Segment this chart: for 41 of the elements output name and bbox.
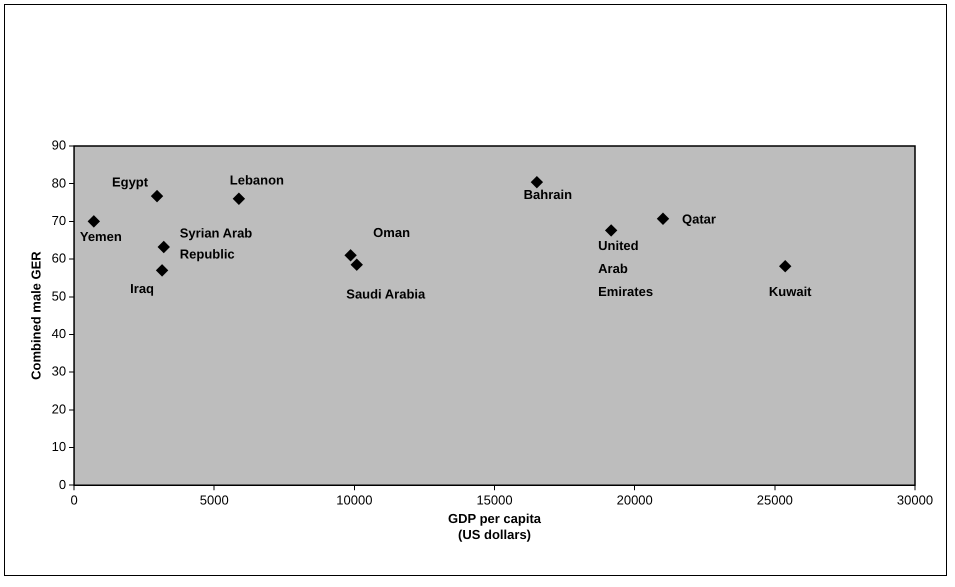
annotation: Syrian Arab Republic xyxy=(180,226,252,262)
y-axis-title: Combined male GER xyxy=(28,250,44,380)
point xyxy=(88,215,100,228)
y-tick-label: 60 xyxy=(52,250,66,266)
y-tick-label: 80 xyxy=(52,175,66,190)
point xyxy=(530,176,543,188)
point xyxy=(350,258,363,271)
annotation: Yemen xyxy=(80,228,122,244)
point xyxy=(156,264,168,276)
y-tick-label: 90 xyxy=(52,138,66,153)
y-tick-label: 50 xyxy=(52,288,66,304)
point xyxy=(151,190,164,202)
point xyxy=(232,192,245,205)
annotation: Oman xyxy=(373,224,410,240)
x-tick-label: 0 xyxy=(70,492,78,508)
y-tick-label: 0 xyxy=(58,476,66,492)
annotation: Lebanon xyxy=(230,172,284,188)
point xyxy=(657,212,669,225)
annotation: United Arab Emirates xyxy=(598,238,654,299)
point xyxy=(344,249,357,262)
x-tick-label: 10000 xyxy=(336,492,372,508)
annotation: Bahrain xyxy=(524,186,572,202)
x-tick-label: 20000 xyxy=(616,492,653,508)
annotation: Saudi Arabia xyxy=(346,286,426,302)
annotation: Egypt xyxy=(112,174,149,190)
annotation: Kuwait xyxy=(768,284,812,299)
y-tick-label: 70 xyxy=(52,212,66,228)
point xyxy=(158,241,170,254)
x-tick-label: 5000 xyxy=(200,492,229,508)
y-tick-label: 10 xyxy=(52,439,66,454)
annotation: Iraq xyxy=(130,280,154,296)
x-axis-title: GDP per capita (US dollars) xyxy=(448,511,542,542)
point xyxy=(779,260,792,272)
y-tick-label: 30 xyxy=(52,364,66,379)
x-tick-label: 30000 xyxy=(896,492,934,508)
x-tick-label: 25000 xyxy=(756,492,793,508)
point xyxy=(605,224,618,236)
y-tick-label: 20 xyxy=(52,401,66,416)
y-tick-label: 40 xyxy=(52,326,66,342)
annotation: Qatar xyxy=(682,211,716,226)
x-tick-label: 15000 xyxy=(476,492,513,508)
